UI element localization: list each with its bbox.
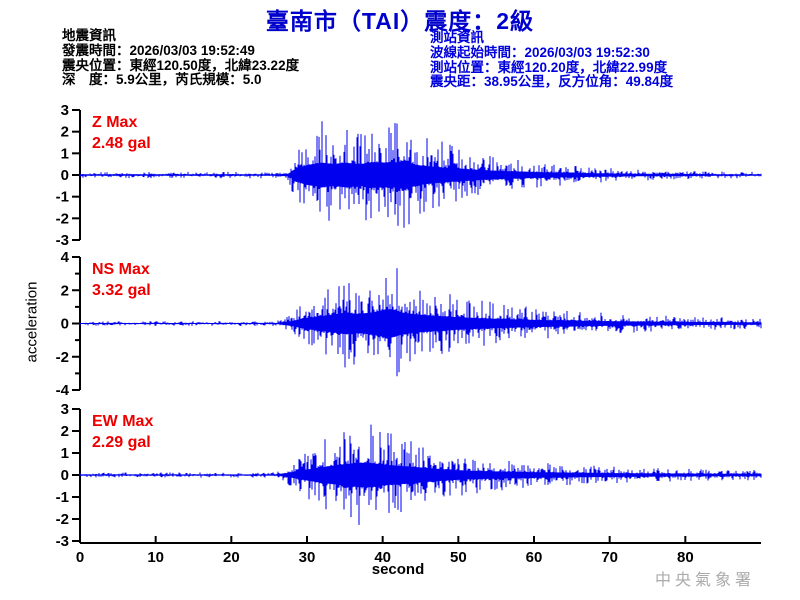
y-tick-label: -2 [56, 349, 69, 366]
y-tick-label: -3 [56, 533, 69, 550]
trace-z-max: 2.48 gal [92, 135, 151, 152]
station-wave-start-time: 波線起始時間：2026/03/03 19:52:30 [430, 44, 650, 60]
event-info-block: 地震資訊 發震時間：2026/03/03 19:52:49 震央位置：東經120… [62, 28, 300, 88]
x-tick-label: 70 [601, 549, 618, 566]
y-tick-label: 0 [61, 167, 69, 184]
event-epicenter: 震央位置：東經120.50度，北緯23.22度 [62, 57, 300, 73]
y-tick-label: -2 [56, 511, 69, 528]
trace-ns-name: NS Max [92, 261, 150, 278]
trace-label-z: Z Max 2.48 gal [92, 112, 151, 154]
y-tick-label: -1 [56, 189, 69, 206]
station-distance-azimuth: 震央距：38.95公里，反方位角：49.84度 [430, 74, 674, 90]
y-tick-label: 3 [61, 102, 69, 119]
trace-label-ns: NS Max 3.32 gal [92, 259, 151, 301]
y-tick-label: 2 [61, 124, 69, 141]
y-tick-label: -3 [56, 232, 69, 249]
y-tick-label: -4 [56, 382, 70, 399]
y-axis-label: acceleration [23, 281, 41, 363]
agency-watermark: 中央氣象署 [655, 572, 756, 589]
y-tick-label: 1 [61, 145, 69, 162]
x-tick-label: 20 [223, 549, 240, 566]
y-tick-label: 1 [61, 445, 69, 462]
y-tick-label: 2 [61, 282, 69, 299]
waveform-EW [79, 424, 762, 525]
y-tick-label: -1 [56, 489, 69, 506]
y-tick-label: 3 [61, 401, 69, 418]
page-title: 臺南市（TAI）震度：2級 [265, 8, 535, 34]
station-location: 測站位置：東經120.20度，北緯22.99度 [430, 59, 668, 75]
x-tick-label: 60 [526, 549, 543, 566]
x-tick-label: 30 [299, 549, 316, 566]
trace-z-name: Z Max [92, 114, 138, 131]
station-info-heading: 測站資訊 [430, 30, 484, 45]
x-tick-label: 10 [147, 549, 164, 566]
waveform-NS [79, 268, 762, 377]
trace-ew-name: EW Max [92, 413, 154, 430]
trace-ew-max: 2.29 gal [92, 434, 151, 451]
y-tick-label: 0 [61, 467, 69, 484]
x-tick-label: 80 [677, 549, 694, 566]
event-info-heading: 地震資訊 [62, 28, 116, 43]
event-depth-magnitude: 深 度：5.9公里，芮氏規模：5.0 [62, 72, 262, 88]
x-tick-label: 50 [450, 549, 467, 566]
x-axis-label: second [371, 561, 425, 578]
station-info-block: 測站資訊 波線起始時間：2026/03/03 19:52:30 測站位置：東經1… [430, 30, 674, 90]
event-origin-time: 發震時間：2026/03/03 19:52:49 [62, 42, 255, 58]
x-tick-label: 0 [76, 549, 84, 566]
y-tick-label: 2 [61, 423, 69, 440]
y-tick-label: -2 [56, 210, 69, 227]
y-tick-label: 4 [61, 249, 70, 266]
trace-ns-max: 3.32 gal [92, 282, 151, 299]
waveform-Z [79, 121, 762, 228]
y-tick-label: 0 [61, 316, 69, 333]
trace-label-ew: EW Max 2.29 gal [92, 411, 153, 453]
x-tick-label: 40 [374, 549, 391, 566]
